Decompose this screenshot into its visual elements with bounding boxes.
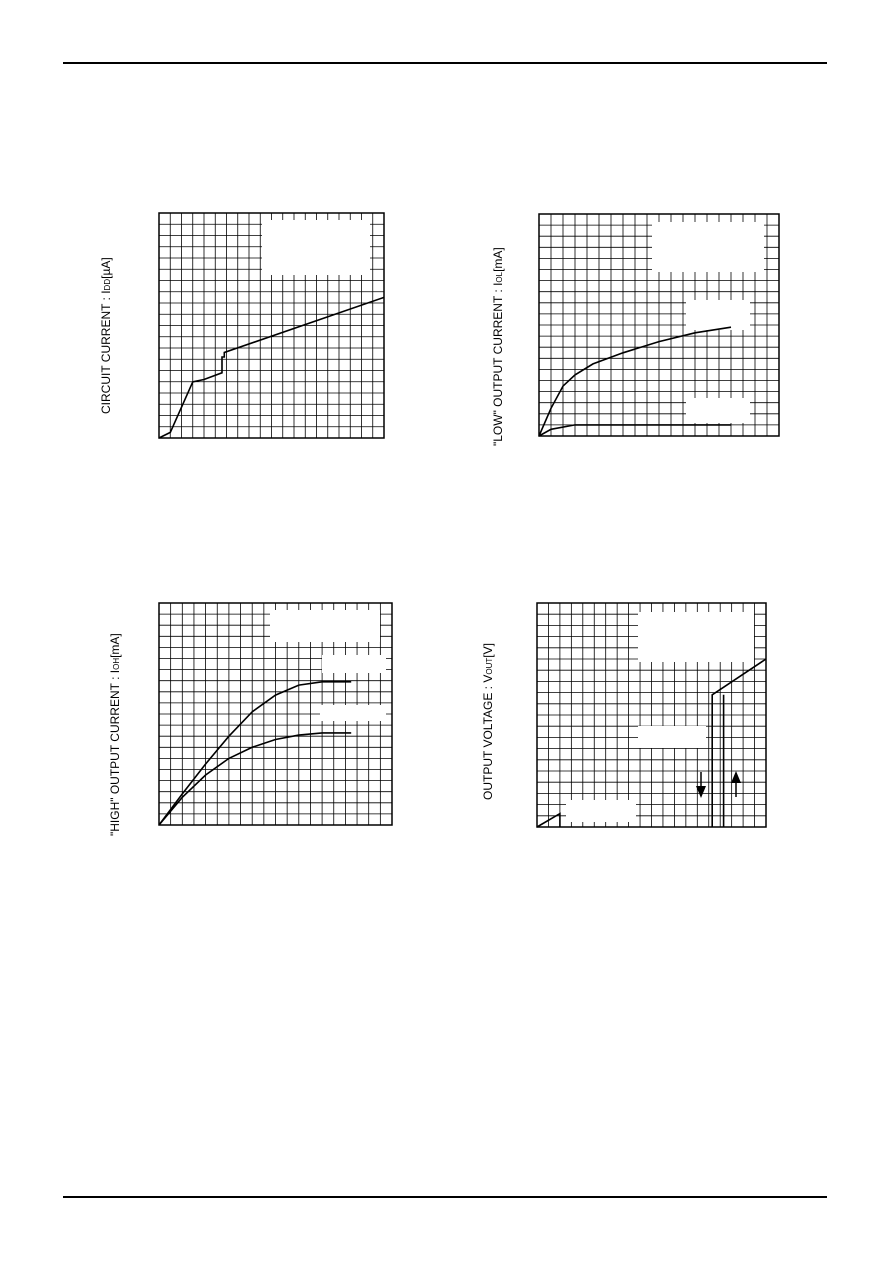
bottom-rule [63, 1196, 827, 1198]
legend-box [262, 220, 370, 275]
series-line-1 [538, 326, 732, 437]
plot-frame [158, 602, 393, 826]
legend-box [320, 705, 386, 721]
series-line-1 [158, 296, 385, 439]
legend-box [566, 800, 636, 822]
series-line-2 [158, 732, 352, 826]
series-line-2 [538, 424, 731, 437]
plot-frame [536, 602, 767, 828]
plot-frame [538, 213, 780, 437]
plot-frame [158, 212, 385, 439]
legend-box [638, 726, 706, 748]
series-line-2 [711, 658, 767, 827]
legend-box [686, 398, 750, 423]
series-line-1 [158, 680, 352, 826]
top-rule [63, 62, 827, 64]
legend-box [652, 222, 764, 272]
series-line-1 [536, 812, 561, 828]
legend-box [270, 610, 380, 642]
arrow-up-icon [731, 771, 741, 783]
arrow-down-icon [696, 786, 706, 798]
legend-box [638, 612, 754, 662]
legend-box [322, 655, 386, 673]
legend-box [686, 300, 750, 330]
